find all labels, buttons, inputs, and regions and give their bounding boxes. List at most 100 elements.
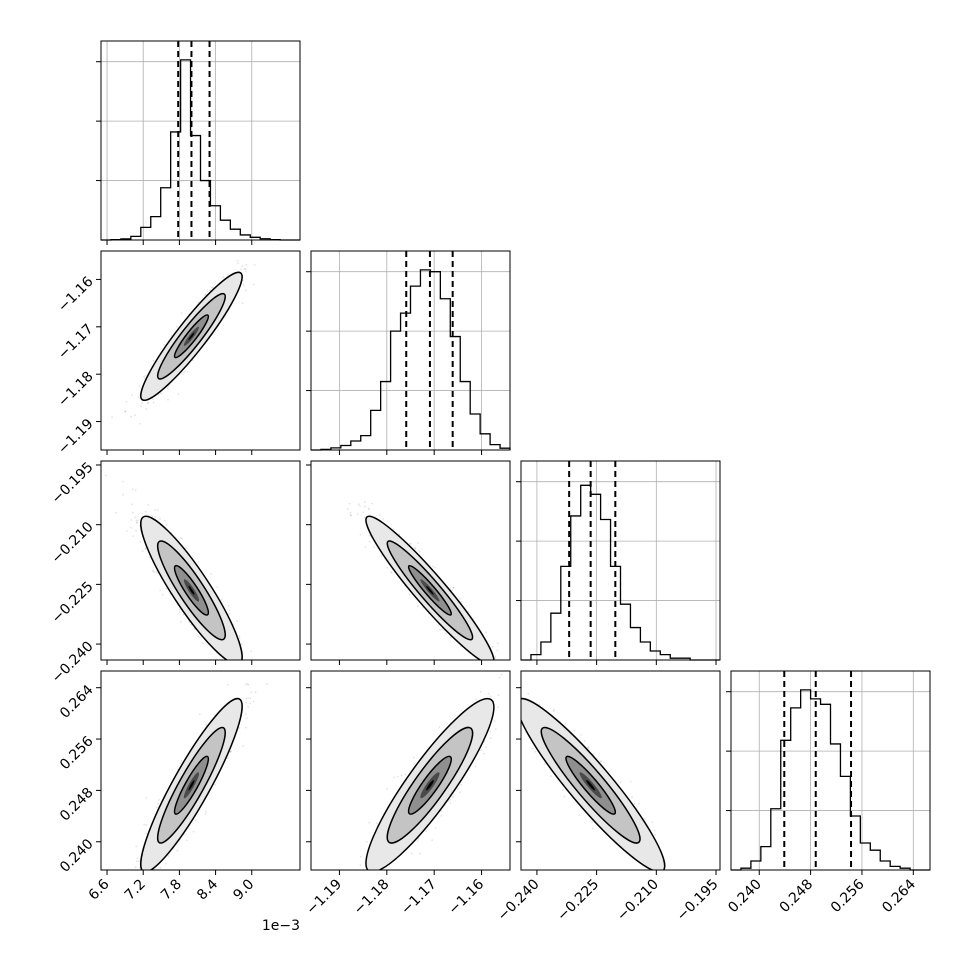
sample-point [236,259,239,262]
sample-point [228,612,231,615]
sample-point [165,587,168,590]
sample-point [160,392,163,395]
sample-point [519,732,521,734]
sample-point [363,501,366,504]
sample-point [210,573,213,575]
density-level [188,332,195,341]
sample-point [434,827,437,829]
sample-point [145,832,147,835]
sample-point [137,860,140,863]
contour-line [173,755,210,815]
sample-point [134,414,136,417]
sample-point [131,503,133,506]
sample-point [151,570,154,572]
sample-point [250,691,253,694]
sample-point [182,613,185,616]
contour-line [140,697,243,870]
sample-point [709,909,711,911]
sample-point [364,505,366,508]
sample-point [193,628,196,631]
sample-point [227,273,229,276]
sample-point [154,509,157,511]
sample-point [138,423,141,425]
sample-point [227,757,229,760]
sample-point [181,537,184,540]
sample-point [245,263,248,266]
contour-line [173,564,210,616]
sample-point [391,871,393,873]
sample-point [359,855,362,858]
sample-point [247,706,250,708]
sample-point [494,666,496,668]
sample-point [209,289,211,292]
sample-point [197,301,200,303]
sample-point [158,799,161,801]
sample-point [245,697,248,700]
panel-frame [100,460,301,661]
sample-point [500,673,503,676]
sample-point [211,286,213,289]
sample-point [419,852,422,855]
sample-point [359,864,362,866]
sample-point [368,821,371,824]
sample-point [460,783,462,786]
sample-point [491,645,494,648]
sample-point [250,650,253,653]
sample-point [161,593,164,596]
sample-point [369,876,371,878]
sample-point [483,752,485,755]
sample-point [249,702,252,705]
sample-point [216,586,219,588]
sample-point [491,666,493,668]
sample-point [152,359,155,362]
sample-point [263,243,265,245]
sample-point [143,823,146,826]
sample-point [135,519,138,522]
sample-point [132,535,135,537]
sample-point [644,817,646,820]
sample-point [152,401,155,404]
sample-point [125,400,128,403]
sample-point [380,554,383,557]
sample-point [494,657,497,659]
sample-point [390,571,393,574]
contour-line [156,540,226,641]
sample-point [159,867,162,869]
sample-point [240,668,242,670]
sample-point [497,694,500,697]
contour-line [173,314,210,359]
sample-point [222,276,225,279]
sample-point [362,511,365,514]
sample-point [425,830,428,833]
sample-point [243,268,246,270]
sample-point [244,713,247,715]
sample-point [498,676,501,679]
sample-point [518,682,520,684]
sample-point [662,878,664,880]
sample-point [515,677,517,679]
sample-point [371,502,373,505]
sample-point [147,402,149,404]
sample-point [378,514,381,517]
sample-point [580,733,582,736]
sample-point [114,511,117,514]
sample-point [410,542,412,545]
sample-point [139,541,142,543]
sample-point [458,597,461,600]
sample-point [244,268,247,270]
sample-point [372,546,375,548]
sample-point [124,410,127,413]
sample-point [147,504,150,506]
sample-point [412,756,415,759]
sample-point [157,802,160,805]
sample-point [516,695,518,697]
sample-point [451,796,454,799]
sample-point [494,728,497,730]
sample-point [459,791,462,794]
sample-point [202,642,204,645]
sample-point [709,913,711,915]
sample-point [432,565,434,568]
panel-frame [100,250,301,451]
sample-point [449,802,452,804]
panel-0-3 [100,670,301,871]
